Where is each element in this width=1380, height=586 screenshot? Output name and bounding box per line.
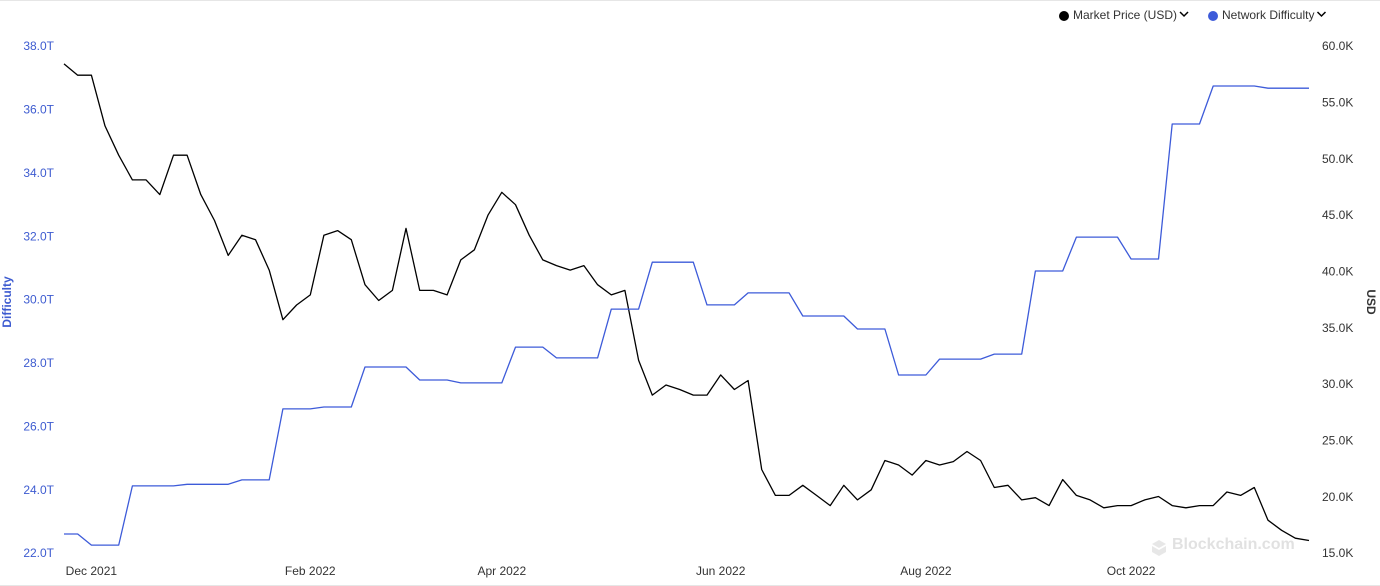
legend-marker <box>1059 11 1069 21</box>
y-tick-label: 28.0T <box>23 356 54 370</box>
y-tick-label: 34.0T <box>23 166 54 180</box>
legend: Market Price (USD) Network Difficulty <box>1059 8 1327 22</box>
y2-tick-label: 20.0K <box>1322 490 1353 504</box>
y-tick-label: 24.0T <box>23 483 54 497</box>
y2-tick-label: 40.0K <box>1322 265 1353 279</box>
x-tick-label: Dec 2021 <box>66 564 118 578</box>
y2-tick-label: 30.0K <box>1322 377 1353 391</box>
y2-tick-label: 50.0K <box>1322 152 1353 166</box>
y-tick-label: 38.0T <box>23 39 54 53</box>
legend-label: Network Difficulty <box>1222 8 1314 22</box>
legend-label: Market Price (USD) <box>1073 8 1177 22</box>
legend-item: Market Price (USD) <box>1059 8 1189 22</box>
y2-tick-label: 35.0K <box>1322 321 1353 335</box>
y2-tick-label: 15.0K <box>1322 546 1353 560</box>
x-tick-label: Oct 2022 <box>1107 564 1156 578</box>
legend-chevron <box>1316 11 1327 18</box>
x-tick-label: Aug 2022 <box>900 564 952 578</box>
y-tick-label: 26.0T <box>23 419 54 433</box>
y-tick-label: 36.0T <box>23 103 54 117</box>
series-line <box>63 63 1310 542</box>
watermark: Blockchain.com <box>1152 536 1295 556</box>
legend-marker <box>1208 11 1219 21</box>
y-tick-label: 30.0T <box>23 293 54 307</box>
y2-tick-label: 60.0K <box>1322 39 1353 53</box>
y2-tick-label: 55.0K <box>1322 96 1353 110</box>
x-tick-label: Feb 2022 <box>285 564 336 578</box>
y-axis-title: Difficulty <box>0 276 14 328</box>
legend-item: Network Difficulty <box>1208 8 1327 22</box>
y-tick-label: 22.0T <box>23 546 54 560</box>
watermark-icon <box>1152 540 1166 556</box>
y2-tick-label: 45.0K <box>1322 208 1353 222</box>
watermark-text: Blockchain.com <box>1172 536 1295 553</box>
y2-tick-label: 25.0K <box>1322 434 1353 448</box>
y2-axis-title: USD <box>1364 289 1378 315</box>
x-tick-label: Apr 2022 <box>477 564 526 578</box>
series-line <box>64 85 1309 546</box>
legend-chevron <box>1179 11 1189 18</box>
y-tick-label: 32.0T <box>23 229 54 243</box>
x-tick-label: Jun 2022 <box>696 564 746 578</box>
